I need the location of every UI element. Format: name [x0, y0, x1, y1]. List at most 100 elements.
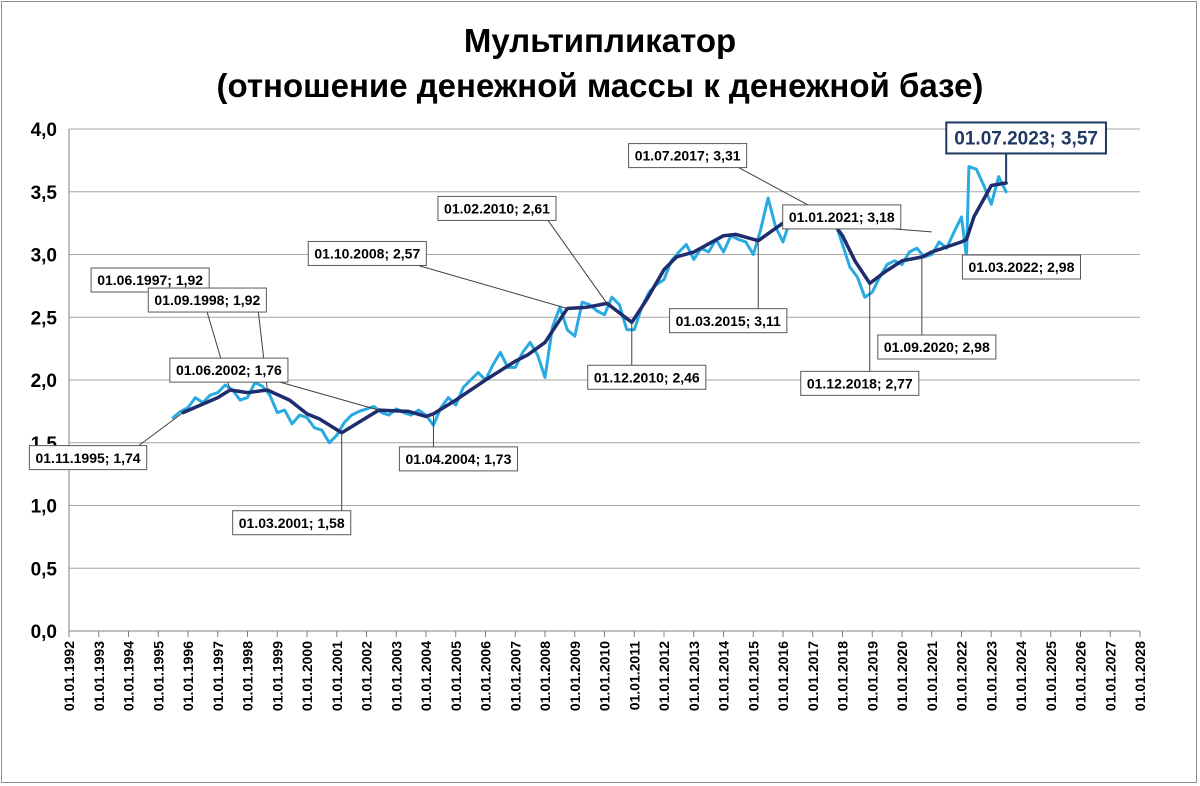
y-tick-label: 3,5: [31, 183, 58, 204]
annotation-leader: [547, 220, 608, 304]
x-tick-label: 01.01.1996: [180, 641, 196, 711]
y-tick-label: 1,0: [31, 497, 57, 518]
data-annotations: 01.11.1995; 1,74 01.06.1997; 1,92 01.09.19…: [28, 121, 1107, 536]
annotation-label: 01.04.2004; 1,73: [398, 413, 518, 472]
annotation-text: 01.09.1998; 1,92: [154, 292, 260, 308]
x-tick-label: 01.01.2021: [924, 641, 940, 711]
annotation-box: [587, 364, 707, 390]
y-tick-label: 3,0: [31, 246, 57, 267]
annotation-highlight: 01.07.2023; 3,57: [945, 121, 1107, 183]
annotation-text: 01.06.2002; 1,76: [176, 362, 282, 378]
x-tick-label: 01.01.2015: [745, 641, 761, 711]
annotation-text: 01.12.2018; 2,77: [807, 375, 913, 391]
x-tick-label: 01.01.2020: [894, 641, 910, 711]
x-tick-label: 01.01.2024: [1013, 641, 1029, 711]
annotation-text: 01.04.2004; 1,73: [406, 451, 512, 467]
x-tick-label: 01.01.2002: [359, 641, 375, 711]
annotation-box: [669, 308, 788, 334]
grid-lines: [69, 128, 1140, 569]
series-lines: [171, 165, 1008, 445]
x-axis-ticks: 01.01.1992 01.01.1993 01.01.1994 01.01.1995…: [61, 631, 1148, 711]
annotation-leader: [418, 264, 568, 309]
annotation-box: [877, 334, 997, 360]
chart-title-line-1: Мультипликатор: [464, 22, 736, 59]
annotation-text: 01.09.2020; 2,98: [884, 339, 990, 355]
y-tick-label: 2,0: [31, 371, 57, 392]
annotation-text: 01.12.2010; 2,46: [594, 369, 700, 385]
x-tick-label: 01.01.2018: [835, 641, 851, 711]
annotation-text: 01.07.2017; 3,31: [635, 148, 741, 164]
x-tick-label: 01.01.1992: [61, 641, 77, 711]
annotation-text: 01.11.1995; 1,74: [35, 450, 140, 466]
x-tick-label: 01.01.2027: [1102, 641, 1118, 711]
y-tick-label: 4,0: [31, 120, 57, 141]
x-tick-label: 01.01.2019: [864, 641, 880, 711]
annotation-label: 01.11.1995; 1,74: [28, 412, 184, 471]
x-tick-label: 01.01.2026: [1073, 641, 1089, 711]
x-tick-label: 01.01.1998: [240, 641, 256, 711]
x-tick-label: 01.01.2004: [418, 641, 434, 711]
x-tick-label: 01.01.2016: [775, 641, 791, 711]
x-tick-label: 01.01.2006: [478, 641, 494, 711]
x-tick-label: 01.01.2003: [388, 641, 404, 711]
x-tick-label: 01.01.2005: [448, 641, 464, 711]
x-tick-label: 01.01.2007: [507, 641, 523, 711]
annotation-text: 01.10.2008; 2,57: [314, 246, 420, 262]
x-tick-label: 01.01.2001: [329, 641, 345, 711]
x-tick-label: 01.01.2012: [656, 641, 672, 711]
x-tick-label: 01.01.2011: [626, 641, 642, 711]
x-tick-label: 01.01.2022: [954, 641, 970, 711]
x-tick-label: 01.01.1995: [150, 641, 166, 711]
annotation-box: [398, 446, 518, 472]
annotation-label: 01.02.2010; 2,61: [437, 195, 608, 304]
x-tick-label: 01.01.2000: [299, 641, 315, 711]
annotation-leader: [279, 381, 380, 411]
annotation-label: 01.07.2017; 3,31: [628, 143, 828, 217]
annotation-text: 01.07.2023; 3,57: [954, 129, 1098, 150]
y-tick-label: 0,5: [31, 559, 58, 580]
x-tick-label: 01.01.2023: [983, 641, 999, 711]
annotation-label: 01.03.2022; 2,98: [961, 254, 1081, 280]
y-axis-ticks: 0,00,51,01,52,02,53,03,54,0: [31, 120, 58, 643]
annotation-label: 01.03.2015; 3,11: [669, 240, 788, 334]
x-tick-label: 01.01.2013: [686, 641, 702, 711]
annotation-box: [945, 121, 1107, 155]
annotation-box: [961, 254, 1081, 280]
annotation-box: [628, 143, 748, 169]
annotation-label: 01.09.1998; 1,92: [147, 287, 268, 391]
x-tick-label: 01.01.1994: [121, 641, 137, 711]
annotation-label: 01.01.2021; 3,18: [782, 204, 932, 233]
x-tick-label: 01.01.2028: [1132, 641, 1148, 711]
annotation-text: 01.03.2001; 1,58: [239, 515, 345, 531]
x-tick-label: 01.01.2014: [716, 641, 732, 711]
y-tick-label: 0,0: [31, 622, 57, 643]
annotation-label: 01.09.2020; 2,98: [877, 257, 997, 360]
annotation-label: 01.06.2002; 1,76: [169, 357, 380, 411]
x-tick-label: 01.01.1993: [91, 641, 107, 711]
x-tick-label: 01.01.1999: [269, 641, 285, 711]
annotation-text: 01.03.2015; 3,11: [676, 313, 781, 329]
monthly-series-line: [171, 165, 1008, 445]
annotation-text: 01.06.1997; 1,92: [97, 272, 203, 288]
annotation-label: 01.10.2008; 2,57: [307, 240, 568, 309]
annotation-label: 01.12.2018; 2,77: [800, 283, 920, 396]
annotation-leader: [138, 412, 184, 447]
x-tick-label: 01.01.2010: [597, 641, 613, 711]
x-tick-label: 01.01.2025: [1043, 641, 1059, 711]
annotation-text: 01.03.2022; 2,98: [969, 259, 1075, 275]
x-tick-label: 01.01.2017: [805, 641, 821, 711]
chart-title: Мультипликатор (отношение денежной массы…: [217, 22, 984, 104]
annotation-label: 01.03.2001; 1,58: [232, 432, 352, 536]
annotation-box: [307, 240, 427, 266]
annotation-box: [169, 357, 289, 383]
chart-title-line-2: (отношение денежной массы к денежной баз…: [217, 67, 984, 104]
y-tick-label: 2,5: [31, 308, 58, 329]
annotation-label: 01.12.2010; 2,46: [587, 322, 707, 390]
annotation-text: 01.02.2010; 2,61: [444, 201, 550, 217]
annotation-box: [782, 204, 902, 230]
x-tick-label: 01.01.1997: [210, 641, 226, 711]
annotation-text: 01.01.2021; 3,18: [789, 209, 895, 225]
x-tick-label: 01.01.2009: [567, 641, 583, 711]
annotation-box: [232, 510, 352, 536]
